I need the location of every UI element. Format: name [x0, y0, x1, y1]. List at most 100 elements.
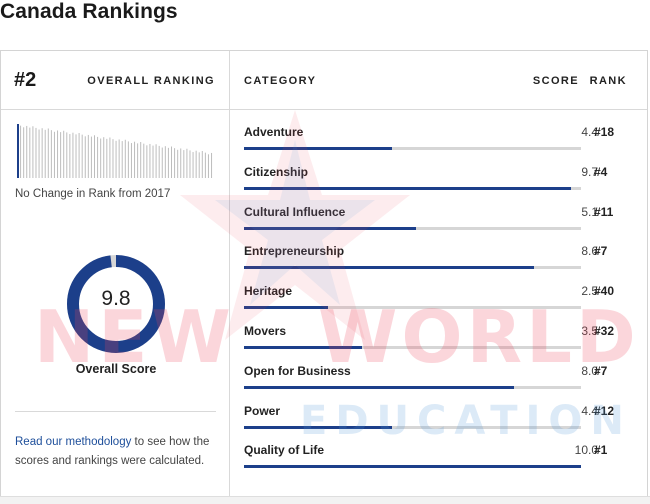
rank-history-bar	[35, 127, 37, 178]
category-row: Citizenship 9.7 #4	[244, 151, 642, 191]
category-score: 10.0	[574, 443, 598, 458]
rank-history-bar	[198, 152, 200, 178]
overall-header: #2 OVERALL RANKING	[1, 51, 229, 110]
rank-history-bar	[63, 130, 65, 178]
rank-change-caption: No Change in Rank from 2017	[15, 188, 171, 200]
rank-history-bar	[130, 143, 132, 178]
rank-history-bar	[211, 152, 213, 178]
score-bar-fill	[244, 345, 362, 349]
category-row: Entrepreneurship 8.6 #7	[244, 230, 642, 270]
category-score: 5.1	[581, 204, 598, 219]
rank-history-bar	[137, 143, 139, 178]
category-name: Open for Business	[244, 363, 351, 378]
rank-history-bar	[97, 136, 99, 178]
category-rank: #7	[594, 244, 608, 259]
rank-history-bar	[53, 131, 55, 178]
rank-history-bar	[72, 132, 74, 178]
category-rank: #7	[594, 363, 608, 378]
rank-history-bar	[177, 149, 179, 178]
rank-history-bar	[195, 150, 197, 178]
rank-history-bar	[44, 129, 46, 178]
rank-history-bar	[155, 144, 157, 178]
score-bar-track	[244, 147, 581, 150]
category-row: Adventure 4.4 #18	[244, 111, 642, 151]
category-rank: #40	[594, 284, 615, 299]
rank-history-bar	[161, 147, 163, 178]
category-column-header: CATEGORY	[244, 75, 317, 87]
rank-history-bar	[149, 143, 151, 178]
rank-history-bar	[124, 139, 126, 178]
current-rank-bar	[17, 124, 19, 178]
rank-history-bar	[78, 133, 80, 178]
category-table-header: CATEGORY SCORE RANK	[230, 51, 647, 110]
rank-history-bar	[50, 130, 52, 178]
score-bar-fill	[244, 465, 581, 469]
rank-history-bar	[204, 152, 206, 178]
rank-column-header: RANK	[589, 75, 627, 87]
methodology-link[interactable]: Read our methodology	[15, 436, 132, 448]
rank-history-sparkline	[17, 124, 213, 178]
category-score: 9.7	[581, 164, 598, 179]
category-name: Adventure	[244, 125, 304, 139]
methodology-text: to see how the scores and rankings were …	[15, 436, 210, 467]
score-bar-track	[244, 186, 581, 190]
category-name: Movers	[244, 323, 287, 338]
score-bar-track	[244, 385, 581, 389]
methodology-note: Read our methodology to see how the scor…	[15, 433, 220, 471]
page-footer-strip	[0, 496, 650, 504]
page-title: Canada Rankings	[0, 0, 178, 23]
overall-panel: #2 OVERALL RANKING No Change in Rank fro…	[1, 51, 230, 499]
rank-history-bar	[146, 145, 148, 178]
score-bar-track	[244, 465, 581, 469]
rank-history-bar	[127, 141, 129, 178]
rank-history-bar	[171, 146, 172, 178]
score-bar-track	[244, 226, 581, 230]
rank-history-bar	[32, 126, 34, 178]
score-bar-fill	[244, 226, 416, 230]
category-panel: CATEGORY SCORE RANK Adventure 4.4 #18 Citiz…	[230, 51, 647, 499]
rank-history-bar	[201, 151, 203, 178]
category-rank: #12	[594, 403, 615, 418]
rank-history-bar	[106, 138, 108, 178]
category-row: Power 4.4 #12	[244, 390, 642, 430]
rank-history-bar	[207, 154, 209, 178]
rank-history-bar	[134, 141, 136, 178]
overall-rank-number: #2	[14, 69, 37, 91]
rank-history-bar	[75, 134, 77, 178]
category-name: Citizenship	[244, 164, 309, 179]
category-name: Power	[244, 403, 281, 418]
score-bar-fill	[244, 385, 514, 389]
category-score: 2.5	[581, 284, 598, 299]
rank-history-bar	[112, 139, 114, 178]
category-score: 8.0	[581, 363, 598, 378]
rank-history-bar	[100, 138, 102, 178]
rank-history-bar	[152, 145, 154, 178]
category-name: Heritage	[244, 284, 293, 299]
score-bar-track	[244, 345, 581, 349]
rank-history-bar	[180, 148, 182, 178]
rank-history-bar	[109, 137, 111, 178]
score-bar-track	[244, 306, 581, 310]
category-name: Entrepreneurship	[244, 244, 345, 259]
score-bar-fill	[244, 306, 329, 310]
category-score: 8.6	[581, 244, 598, 259]
rank-history-bar	[158, 145, 160, 178]
rank-history-bar	[81, 134, 83, 178]
rank-history-bar	[47, 128, 49, 178]
overall-ranking-label: OVERALL RANKING	[87, 75, 215, 87]
score-bar-track	[244, 425, 581, 429]
rank-history-bar	[29, 127, 31, 178]
rank-history-bar	[189, 150, 191, 178]
score-bar-fill	[244, 425, 393, 429]
category-name: Quality of Life	[244, 443, 325, 458]
rank-history-bar	[90, 136, 92, 178]
category-score: 3.5	[581, 323, 598, 338]
category-row: Quality of Life 10.0 #1	[244, 429, 642, 469]
category-score: 4.4	[581, 403, 598, 418]
rank-history-bar	[23, 127, 25, 178]
rank-history-bar	[69, 134, 71, 178]
rank-history-bar	[118, 139, 120, 178]
rank-history-bar	[20, 125, 22, 178]
rank-history-bar	[183, 150, 185, 178]
rank-history-bar	[167, 147, 169, 178]
